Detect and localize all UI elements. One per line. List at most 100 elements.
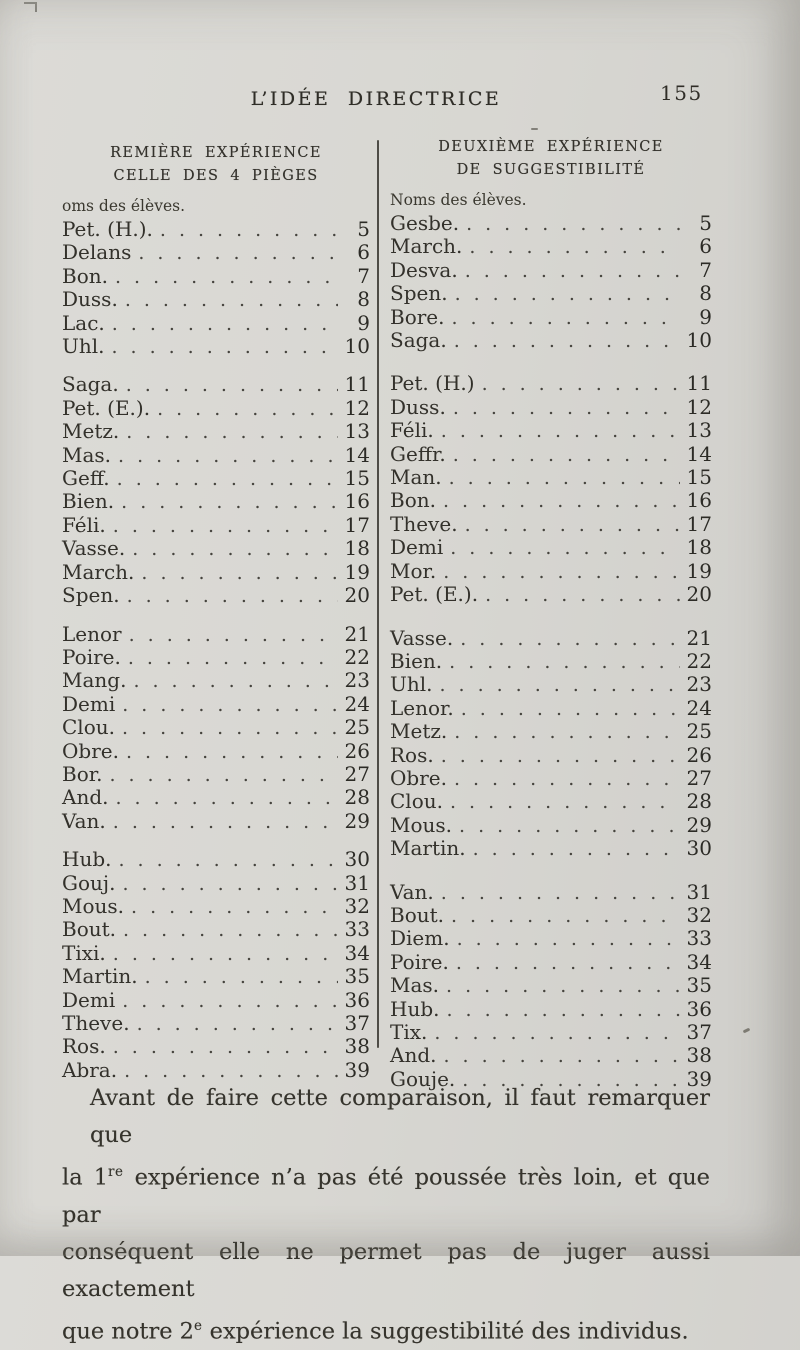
dot-leader: ........................................ (458, 260, 680, 282)
student-number: 20 (680, 583, 712, 605)
scan-artifact-speck (531, 128, 538, 130)
student-name: Gesbe. (390, 212, 459, 234)
student-number: 18 (338, 537, 370, 559)
table-row: Poire...................................… (62, 646, 370, 669)
dot-leader: ........................................ (443, 791, 680, 813)
dot-leader: ........................................ (446, 444, 680, 466)
student-name: Spen. (62, 584, 120, 606)
dot-leader: ........................................ (446, 397, 680, 419)
student-number: 24 (338, 693, 370, 715)
dot-leader: ........................................ (150, 398, 338, 420)
table-row: Spen....................................… (62, 584, 370, 607)
student-name: Geffr. (390, 443, 446, 465)
student-number: 31 (680, 881, 712, 903)
student-name: Lenor. (390, 697, 454, 719)
student-name: Mor. (390, 560, 436, 582)
student-number: 21 (680, 627, 712, 649)
table-row: March...................................… (390, 235, 712, 258)
student-group: Vasse...................................… (390, 627, 712, 861)
dot-leader: ........................................ (449, 952, 680, 974)
student-name: Uhl. (62, 335, 105, 357)
table-row: March...................................… (62, 561, 370, 584)
student-name: Poire. (390, 951, 449, 973)
student-name: Bien. (62, 490, 114, 512)
dot-leader: ........................................ (105, 313, 338, 335)
table-row: Duss....................................… (390, 396, 712, 419)
student-number: 29 (338, 810, 370, 832)
student-name: Bien. (390, 650, 442, 672)
student-name: Theve. (62, 1012, 130, 1034)
table-row: Metz....................................… (62, 420, 370, 443)
dot-leader: ........................................ (434, 882, 680, 904)
student-number: 8 (680, 282, 712, 304)
table-row: Ros.....................................… (390, 744, 712, 767)
student-number: 19 (680, 560, 712, 582)
student-number: 37 (338, 1012, 370, 1034)
first-experiment-heading: REMIÈRE EXPÉRIENCE CELLE DES 4 PIÈGES (62, 142, 370, 188)
student-number: 19 (338, 561, 370, 583)
table-row: Demi....................................… (62, 989, 370, 1012)
student-name: Demi (62, 989, 115, 1011)
student-number: 30 (680, 837, 712, 859)
student-name: Obre. (62, 740, 119, 762)
dot-leader: ........................................ (433, 674, 681, 696)
scan-artifact-corner-mark (24, 2, 37, 12)
table-row: Tixi....................................… (62, 942, 370, 965)
student-group: Gesbe...................................… (390, 212, 712, 352)
dot-leader: ........................................ (462, 236, 680, 258)
dot-leader: ........................................ (445, 307, 681, 329)
table-row: Poire...................................… (390, 951, 712, 974)
student-number: 10 (338, 335, 370, 357)
student-number: 28 (338, 786, 370, 808)
student-name: Ros. (62, 1035, 106, 1057)
student-number: 14 (338, 444, 370, 466)
student-name: Tixi. (62, 942, 106, 964)
paragraph-text: expérience la suggestibilité des individ… (202, 1318, 688, 1344)
student-name: Delans (62, 241, 131, 263)
table-row: Spen....................................… (390, 282, 712, 305)
student-name: Hub. (62, 848, 111, 870)
dot-leader: ........................................ (126, 670, 338, 692)
column-divider-rule (377, 140, 379, 1048)
table-row: Hub.....................................… (390, 998, 712, 1021)
student-number: 8 (338, 288, 370, 310)
student-number: 14 (680, 443, 712, 465)
table-row: Bore....................................… (390, 306, 712, 329)
table-row: Van.....................................… (62, 810, 370, 833)
dot-leader: ........................................ (444, 905, 680, 927)
student-name: And. (390, 1044, 436, 1066)
dot-leader: ........................................ (454, 698, 680, 720)
dot-leader: ........................................ (436, 561, 680, 583)
student-name: Bout. (62, 918, 116, 940)
student-number: 29 (680, 814, 712, 836)
student-name: Martin. (62, 965, 138, 987)
dot-leader: ........................................ (439, 975, 680, 997)
student-name: Pet. (H.) (390, 372, 475, 394)
student-name: Tix. (390, 1021, 427, 1043)
table-row: Demi....................................… (390, 536, 712, 559)
dot-leader: ........................................ (434, 420, 680, 442)
student-number: 23 (680, 673, 712, 695)
dot-leader: ........................................ (108, 266, 338, 288)
table-row: Mas.....................................… (62, 444, 370, 467)
table-row: Vasse...................................… (62, 537, 370, 560)
student-name: Gouj. (62, 872, 115, 894)
dot-leader: ........................................ (115, 694, 338, 716)
student-number: 18 (680, 536, 712, 558)
table-row: Bout....................................… (390, 904, 712, 927)
student-number: 15 (680, 466, 712, 488)
student-number: 5 (338, 218, 370, 240)
student-number: 32 (338, 895, 370, 917)
table-row: Bien....................................… (62, 490, 370, 513)
student-number: 9 (680, 306, 712, 328)
student-name: Martin. (390, 837, 466, 859)
student-number: 37 (680, 1021, 712, 1043)
student-name: And. (62, 786, 108, 808)
student-name: Pet. (E.). (62, 397, 150, 419)
student-name: Obre. (390, 767, 447, 789)
student-group: Pet. (H.)...............................… (390, 372, 712, 606)
table-row: Mang....................................… (62, 669, 370, 692)
paragraph-text: expérience n’a pas été poussée très loin… (62, 1165, 710, 1228)
dot-leader: ........................................ (108, 787, 338, 809)
student-number: 36 (338, 989, 370, 1011)
